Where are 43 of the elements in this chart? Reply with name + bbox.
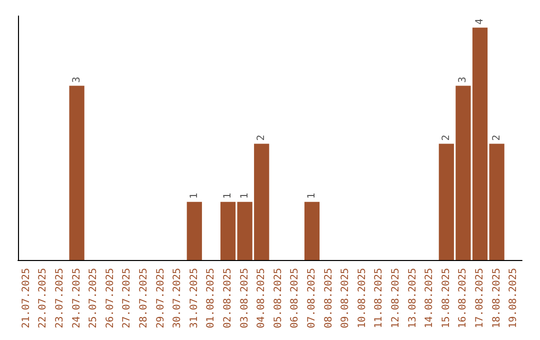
x-tick-label: 19.08.2025 bbox=[508, 268, 520, 328]
x-tick-label: 29.07.2025 bbox=[155, 268, 166, 328]
data-label: 1 bbox=[239, 192, 250, 199]
x-tick-label: 06.08.2025 bbox=[290, 268, 301, 328]
data-label: 3 bbox=[71, 76, 82, 83]
data-label: 2 bbox=[491, 134, 502, 141]
data-label: 2 bbox=[440, 134, 452, 141]
x-tick-label: 03.08.2025 bbox=[239, 268, 250, 328]
x-tick-label: 05.08.2025 bbox=[272, 268, 284, 328]
bar bbox=[304, 202, 320, 260]
data-label: 3 bbox=[458, 76, 469, 83]
x-tick-label: 21.07.2025 bbox=[20, 268, 32, 328]
x-tick-label: 14.08.2025 bbox=[424, 268, 436, 328]
x-tick-label: 30.07.2025 bbox=[172, 268, 184, 328]
data-label: 1 bbox=[306, 192, 318, 199]
x-tick-label: 16.08.2025 bbox=[458, 268, 469, 328]
bar bbox=[69, 86, 84, 260]
x-tick-label: 28.07.2025 bbox=[138, 268, 150, 328]
x-tick-label: 24.07.2025 bbox=[71, 268, 82, 328]
x-tick-label: 22.07.2025 bbox=[38, 268, 49, 328]
bar bbox=[186, 202, 202, 260]
data-label: 1 bbox=[222, 192, 234, 199]
x-tick-label: 01.08.2025 bbox=[206, 268, 217, 328]
x-tick-label: 27.07.2025 bbox=[122, 268, 133, 328]
x-tick-label: 17.08.2025 bbox=[474, 268, 486, 328]
x-tick-label: 07.08.2025 bbox=[306, 268, 318, 328]
x-tick-label: 31.07.2025 bbox=[188, 268, 200, 328]
data-label: 4 bbox=[474, 18, 486, 25]
x-tick-label: 12.08.2025 bbox=[390, 268, 402, 328]
x-tick-label: 26.07.2025 bbox=[104, 268, 116, 328]
x-tick-label: 10.08.2025 bbox=[356, 268, 368, 328]
x-tick-label: 04.08.2025 bbox=[256, 268, 268, 328]
x-tick-label: 08.08.2025 bbox=[323, 268, 334, 328]
x-tick-label: 15.08.2025 bbox=[440, 268, 452, 328]
data-label: 1 bbox=[188, 192, 200, 199]
x-tick-label: 02.08.2025 bbox=[222, 268, 234, 328]
x-tick-label: 18.08.2025 bbox=[491, 268, 502, 328]
x-tick-label: 09.08.2025 bbox=[340, 268, 352, 328]
data-label: 2 bbox=[256, 134, 268, 141]
x-tick-label: 25.07.2025 bbox=[88, 268, 100, 328]
x-tick-label: 23.07.2025 bbox=[54, 268, 66, 328]
x-tick-label: 11.08.2025 bbox=[374, 268, 385, 328]
x-tick-label: 13.08.2025 bbox=[407, 268, 418, 328]
